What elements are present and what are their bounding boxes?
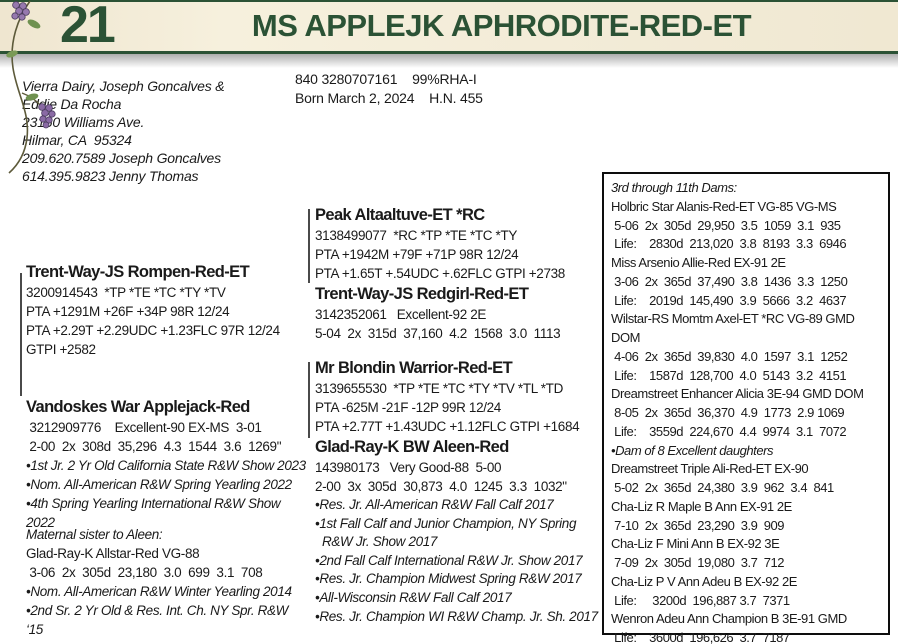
consignor-line: Hilmar, CA 95324	[22, 132, 132, 148]
pedigree-line: Peak Altaaltuve-ET *RC	[315, 206, 485, 224]
dam-history-line: Miss Arsenio Allie-Red EX-91 2E	[611, 255, 786, 270]
dam-history-line: Dreamstreet Triple Ali-Red-ET EX-90	[611, 461, 809, 477]
page-title: MS APPLEJK APHRODITE-RED-ET	[251, 8, 752, 43]
pedigree-bracket-paternal-gp	[308, 209, 310, 283]
pedigree-line: •All-Wisconsin R&W Fall Calf 2017	[315, 589, 512, 605]
dam-block: Vandoskes War Applejack-Red 3212909776 E…	[26, 396, 306, 532]
pedigree-line: Trent-Way-JS Redgirl-Red-ET	[315, 285, 529, 303]
dam-history-line: •Dam of 8 Excellent daughters	[611, 442, 774, 458]
dam-history-line: 7-10 2x 365d 23,290 3.9 909	[611, 517, 785, 533]
dam-history-line: Wilstar-RS Momtm Axel-ET *RC VG-89 GMD D…	[611, 311, 858, 345]
pedigree-line: •2nd Fall Calf International R&W Jr. Sho…	[315, 552, 583, 568]
pedigree-line: PTA +1942M +79F +71P 98R 12/24	[315, 247, 519, 262]
dam-history-line: Life: 1587d 128,700 4.0 5143 3.2 4151	[611, 367, 847, 383]
header-shadow	[0, 54, 898, 68]
consignor-line: 614.395.9823 Jenny Thomas	[22, 168, 199, 184]
animal-id-line: 840 3280707161 99%RHA-I	[295, 71, 477, 87]
dam-history-line: Wenron Adeu Ann Champion B 3E-91 GMD	[611, 611, 847, 627]
dam-history-line: Life: 3600d 196,626 3.7 7187	[611, 630, 790, 644]
maternal-sister-block: Maternal sister to Aleen: Glad-Ray-K Alls…	[26, 525, 306, 639]
dam-history-line: 3-06 2x 365d 37,490 3.8 1436 3.3 1250	[611, 273, 848, 289]
pedigree-line: •Nom. All-American R&W Winter Yearling 2…	[26, 584, 292, 599]
dam-history-line: Cha-Liz P V Ann Adeu B EX-92 2E	[611, 573, 797, 589]
pedigree-line: •4th Spring Yearling International R&W S…	[26, 496, 284, 530]
consignor-line: Vierra Dairy, Joseph Goncalves &	[22, 78, 225, 94]
dam-history-line: Life: 3559d 224,670 4.4 9974 3.1 7072	[611, 423, 847, 439]
sire-block: Trent-Way-JS Rompen-Red-ET 3200914543 *TP…	[26, 261, 294, 359]
pedigree-line: GTPI +2582	[26, 342, 96, 357]
dam-history-line: 5-06 2x 305d 29,950 3.5 1059 3.1 935	[611, 217, 841, 233]
dam-history-line: 5-02 2x 365d 24,380 3.9 962 3.4 841	[611, 480, 834, 495]
lot-number: 21	[60, 0, 116, 54]
consignor-line: 209.620.7589 Joseph Goncalves	[22, 150, 221, 166]
dam-history-line: 8-05 2x 365d 36,370 4.9 1773 2.9 1069	[611, 405, 845, 420]
pedigree-line: Glad-Ray-K BW Aleen-Red	[315, 438, 509, 456]
pedigree-line: •Res. Jr. All-American R&W Fall Calf 201…	[315, 497, 554, 512]
dam-history-line: 7-09 2x 305d 19,080 3.7 712	[611, 555, 785, 570]
pedigree-line: •1st Fall Calf and Junior Champion, NY S…	[315, 515, 577, 531]
page-header	[0, 0, 898, 54]
pedigree-line: Vandoskes War Applejack-Red	[26, 398, 250, 416]
maternal-grandparents-block: Mr Blondin Warrior-Red-ET 3139655530 *TP …	[315, 357, 610, 626]
dam-history-line: Life: 3200d 196,887 3.7 7371	[611, 592, 790, 608]
pedigree-bracket-maternal-gp	[308, 362, 310, 438]
grape-vine-icon	[6, 0, 56, 174]
pedigree-line: Glad-Ray-K Allstar-Red VG-88	[26, 546, 200, 561]
pedigree-line: •Nom. All-American R&W Spring Yearling 2…	[26, 477, 292, 492]
animal-born-line: Born March 2, 2024 H.N. 455	[295, 90, 483, 106]
pedigree-line: PTA +2.29T +2.29UDC +1.23FLC 97R 12/24	[26, 323, 280, 338]
pedigree-line: PTA +1.65T +.54UDC +.62FLC GTPI +2738	[315, 266, 565, 281]
pedigree-line: •1st Jr. 2 Yr Old California State R&W S…	[26, 458, 306, 473]
pedigree-line: PTA +2.77T +1.43UDC +1.12FLC GTPI +1684	[315, 419, 580, 434]
pedigree-line: 2-00 3x 305d 30,873 4.0 1245 3.3 1032"	[315, 479, 567, 494]
dam-history-line: Dreamstreet Enhancer Alicia 3E-94 GMD DO…	[611, 386, 864, 402]
pedigree-line: •Res. Jr. Champion Midwest Spring R&W 20…	[315, 571, 582, 587]
pedigree-line: 3142352061 Excellent-92 2E	[315, 307, 487, 322]
pedigree-line: •Res. Jr. Champion WI R&W Champ. Jr. Sh.…	[315, 608, 598, 624]
pedigree-line: R&W Jr. Show 2017	[322, 534, 438, 550]
dam-history-line: Life: 2019d 145,490 3.9 5666 3.2 4637	[611, 292, 847, 308]
pedigree-bracket-sire-dam	[20, 273, 22, 396]
pedigree-line: Maternal sister to Aleen:	[26, 527, 163, 542]
pedigree-line: Mr Blondin Warrior-Red-ET	[315, 359, 513, 377]
pedigree-line: PTA +1291M +26F +34P 98R 12/24	[26, 304, 230, 319]
animal-id-block: 840 3280707161 99%RHA-I Born March 2, 20…	[295, 70, 595, 108]
dam-history-line: Cha-Liz F Mini Ann B EX-92 3E	[611, 536, 780, 552]
pedigree-line: 143980173 Very Good-88 5-00	[315, 460, 502, 475]
dam-history-line: Cha-Liz R Maple B Ann EX-91 2E	[611, 498, 792, 514]
paternal-grandparents-block: Peak Altaaltuve-ET *RC 3138499077 *RC *TP…	[315, 204, 607, 343]
dams-history-box: 3rd through 11th Dams: Holbric Star Alani…	[602, 172, 890, 644]
pedigree-line: 2-00 2x 308d 35,296 4.3 1544 3.6 1269"	[26, 439, 282, 454]
pedigree-line: 3138499077 *RC *TP *TE *TC *TY	[315, 228, 518, 243]
pedigree-line: 3200914543 *TP *TE *TC *TY *TV	[26, 285, 226, 300]
pedigree-line: Trent-Way-JS Rompen-Red-ET	[26, 263, 250, 281]
pedigree-line: 5-04 2x 315d 37,160 4.2 1568 3.0 1113	[315, 326, 561, 341]
pedigree-line: PTA -625M -21F -12P 99R 12/24	[315, 400, 501, 415]
dam-history-line: Life: 2830d 213,020 3.8 8193 3.3 6946	[611, 236, 847, 252]
pedigree-line: •2nd Sr. 2 Yr Old & Res. Int. Ch. NY Spr…	[26, 603, 292, 637]
pedigree-line: 3212909776 Excellent-90 EX-MS 3-01	[26, 420, 262, 435]
dam-history-line: 4-06 2x 365d 39,830 4.0 1597 3.1 1252	[611, 348, 848, 364]
pedigree-line: 3-06 2x 305d 23,180 3.0 699 3.1 708	[26, 565, 263, 580]
dam-history-line: Holbric Star Alanis-Red-ET VG-85 VG-MS	[611, 198, 837, 214]
pedigree-line: 3139655530 *TP *TE *TC *TY *TV *TL *TD	[315, 381, 563, 396]
dam-history-line: 3rd through 11th Dams:	[611, 180, 737, 195]
